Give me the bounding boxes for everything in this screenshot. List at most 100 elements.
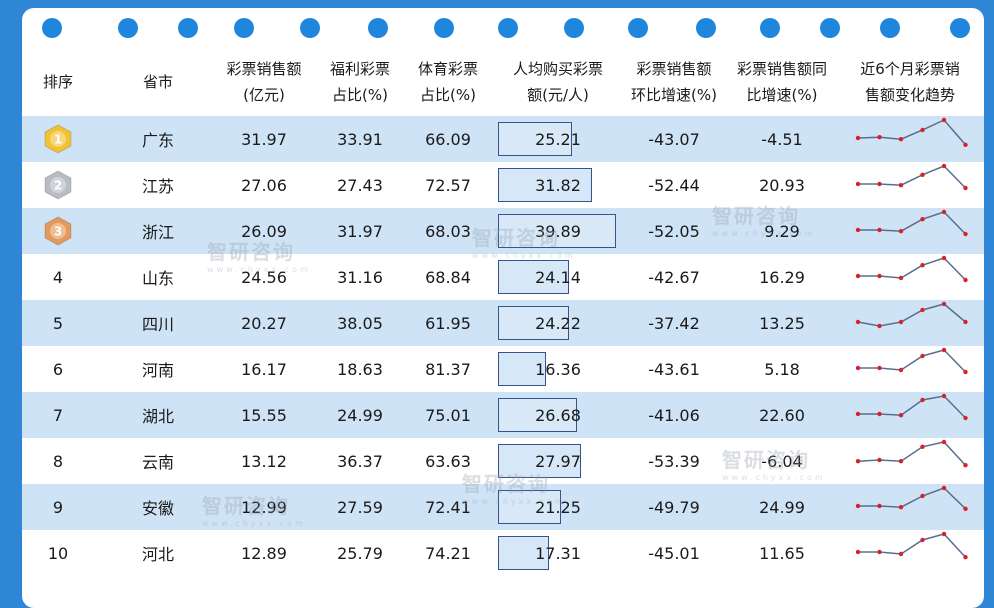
sparkline-point [920,537,925,543]
cell-sports: 68.03 [425,221,471,241]
silver-medal-icon: 2 [23,162,93,208]
sparkline-point [855,227,861,233]
per-capita-bar [498,306,570,340]
cell-welfare: 38.05 [337,313,383,333]
table-row: 8 云南 13.12 36.37 63.63 27.97 -53.39 -6.04 [22,438,984,484]
sparkline-point [920,493,925,499]
cell-sales: 15.55 [241,405,287,425]
column-header: 彩票销售额 (亿元) [226,60,302,104]
sparkline-point [963,277,968,283]
decorative-dot [820,18,840,38]
sparkline-point [877,411,882,417]
sparkline-point [898,505,904,510]
decorative-dot [628,18,648,38]
sparkline-point [898,459,904,464]
cell-mom: -52.05 [648,221,700,241]
sparkline-point [877,273,882,279]
sparkline-point [855,135,861,141]
cell-mom: -45.01 [648,543,700,563]
column-header: 福利彩票 占比(%) [329,60,390,104]
trend-sparkline [855,393,968,421]
cell-sports: 74.21 [425,543,471,563]
sparkline-point [855,411,861,417]
table-header: 排序 省市 彩票销售额 (亿元) 福利彩票 占比(%) 体育彩票 占比(%) 人均购买彩票… [22,52,984,112]
table-row: 10 河北 12.89 25.79 74.21 17.31 -45.01 11.65 [22,530,984,576]
sparkline-point [920,353,925,359]
cell-per-capita: 21.25 [535,497,581,517]
cell-yoy: -4.51 [761,129,803,149]
cell-welfare: 25.79 [337,543,383,563]
sparkline-point [963,555,968,560]
cell-mom: -49.79 [648,497,700,517]
sparkline-point [920,263,925,268]
sparkline-line [858,165,967,189]
sparkline-point [941,347,947,353]
cell-welfare: 33.91 [337,129,383,149]
sparkline-point [963,142,968,147]
cell-province: 湖北 [141,407,174,426]
cell-province: 安徽 [141,499,174,518]
decorative-dot [564,18,584,38]
cell-province: 河北 [141,545,174,564]
per-capita-bar [498,168,592,202]
sparkline-point [963,185,968,191]
cell-mom: -53.39 [648,451,700,471]
sparkline-point [898,137,904,142]
sparkline-point [877,549,882,555]
trend-sparkline [855,163,968,191]
trend-sparkline [855,485,968,511]
sparkline-line [857,303,966,327]
cell-welfare: 31.16 [337,267,383,287]
cell-welfare: 18.63 [337,359,383,379]
sparkline-point [898,275,904,281]
cell-sports: 63.63 [425,451,471,471]
trend-sparkline [855,439,968,468]
sparkline-point [855,365,861,371]
cell-province: 江苏 [141,177,174,196]
trend-sparkline [855,255,968,283]
sparkline-point [920,444,925,449]
per-capita-bar [498,260,570,294]
cell-rank: 10 [47,543,69,563]
sparkline-point [855,181,861,187]
sparkline-line [857,441,967,466]
cell-rank: 4 [52,267,64,287]
sparkline-point [963,463,968,468]
sparkline-point [920,217,925,222]
sparkline-point [963,415,968,421]
cell-yoy: 20.93 [759,175,805,195]
cell-welfare: 24.99 [337,405,383,425]
sparkline-point [920,397,925,403]
decorative-dot [234,18,254,38]
sparkline-point [877,181,882,187]
sparkline-point [941,531,947,537]
sparkline-point [877,323,882,329]
cell-province: 山东 [141,269,174,288]
cell-sports: 72.57 [425,175,471,195]
cell-sports: 72.41 [425,497,471,517]
per-capita-bar [498,490,561,524]
cell-province: 云南 [141,453,174,472]
cell-per-capita: 31.82 [535,175,581,195]
cell-province: 河南 [141,361,174,380]
sparkline-point [941,485,947,491]
cell-per-capita: 27.97 [535,451,581,471]
table-row: 4 山东 24.56 31.16 68.84 24.14 -42.67 16.29 [22,254,984,300]
sparkline-point [877,503,882,509]
column-header: 省市 [142,73,173,91]
cell-yoy: -6.04 [761,451,803,471]
column-header: 彩票销售额同 比增速(%) [736,60,827,104]
cell-rank: 6 [52,359,64,379]
cell-mom: -52.44 [648,175,700,195]
column-header: 彩票销售额 环比增速(%) [631,60,717,104]
sparkline-point [963,506,968,511]
table-row: 1 广东 31.97 33.91 66.09 25.21 -43.07 -4.51 [22,116,984,162]
sparkline-line [858,257,967,281]
cell-sales: 13.12 [241,451,287,471]
sparkline-point [898,229,904,234]
cell-sports: 75.01 [425,405,471,425]
cell-mom: -42.67 [648,267,700,287]
per-capita-bar [498,536,550,570]
sparkline-point [920,127,925,133]
cell-sales: 16.17 [241,359,287,379]
